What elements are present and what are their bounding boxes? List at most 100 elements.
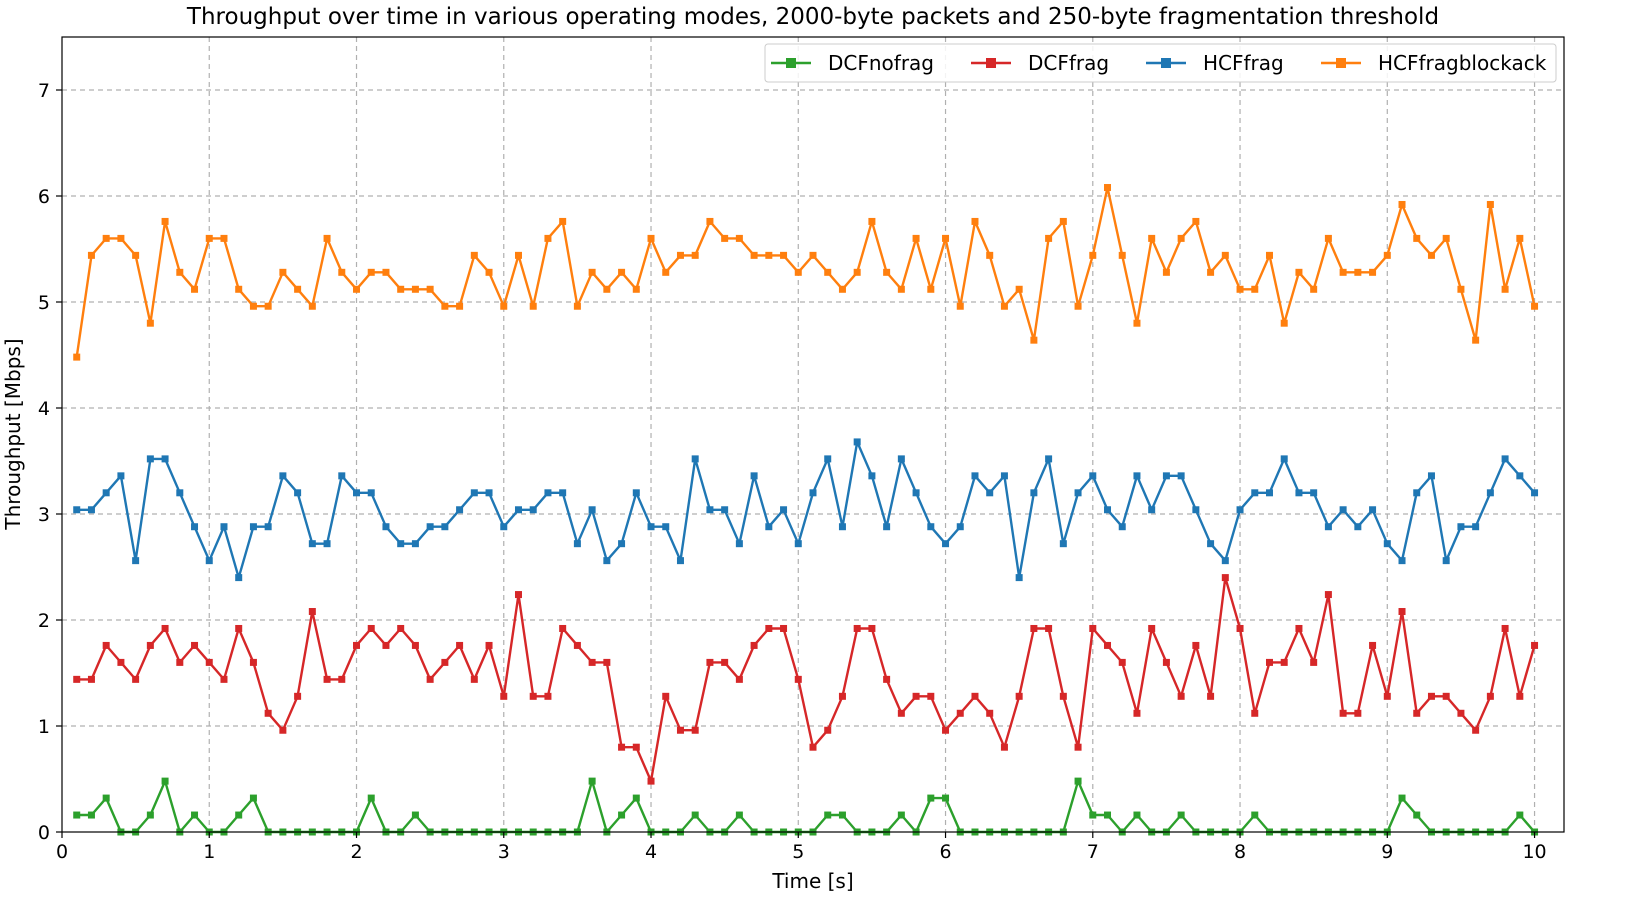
data-point xyxy=(176,268,184,276)
data-point xyxy=(132,251,140,259)
data-point xyxy=(1118,523,1126,531)
x-tick-label: 0 xyxy=(56,841,68,863)
data-point xyxy=(146,811,154,819)
data-point xyxy=(824,455,832,463)
data-point xyxy=(264,709,272,717)
data-point xyxy=(117,658,125,666)
data-point xyxy=(102,794,110,802)
data-point xyxy=(1413,811,1421,819)
data-point xyxy=(1045,455,1053,463)
data-point xyxy=(809,251,817,259)
data-point xyxy=(485,268,493,276)
data-point xyxy=(647,234,655,242)
data-point xyxy=(235,285,243,293)
data-point xyxy=(912,489,920,497)
data-point xyxy=(1442,692,1450,700)
data-point xyxy=(146,319,154,327)
data-point xyxy=(721,506,729,514)
data-point xyxy=(647,777,655,785)
data-point xyxy=(1457,285,1465,293)
data-point xyxy=(662,523,670,531)
data-point xyxy=(927,285,935,293)
data-point xyxy=(1295,624,1303,632)
data-point xyxy=(367,794,375,802)
data-point xyxy=(514,251,522,259)
data-point xyxy=(441,302,449,310)
data-point xyxy=(1339,709,1347,717)
y-tick-label: 3 xyxy=(38,504,50,526)
data-point xyxy=(102,641,110,649)
data-point xyxy=(1162,268,1170,276)
data-point xyxy=(780,506,788,514)
data-point xyxy=(1398,608,1406,616)
data-point xyxy=(235,624,243,632)
legend-entry: DCFfrag xyxy=(971,51,1109,75)
data-point xyxy=(883,523,891,531)
legend-label: DCFnofrag xyxy=(828,51,934,75)
data-point xyxy=(942,794,950,802)
data-point xyxy=(809,743,817,751)
data-point xyxy=(1295,489,1303,497)
y-tick-label: 1 xyxy=(38,716,50,738)
data-point xyxy=(1339,268,1347,276)
data-point xyxy=(750,251,758,259)
data-point xyxy=(353,285,361,293)
data-point xyxy=(780,624,788,632)
data-point xyxy=(971,217,979,225)
legend-entry: HCFfrag xyxy=(1146,51,1284,75)
data-point xyxy=(529,302,537,310)
data-point xyxy=(647,523,655,531)
data-point xyxy=(1354,709,1362,717)
data-point xyxy=(883,268,891,276)
data-point xyxy=(853,268,861,276)
data-point xyxy=(662,692,670,700)
data-point xyxy=(1104,811,1112,819)
data-point xyxy=(367,268,375,276)
data-point xyxy=(514,506,522,514)
x-tick-label: 3 xyxy=(498,841,510,863)
data-point xyxy=(1310,658,1318,666)
data-point xyxy=(868,624,876,632)
data-point xyxy=(1148,506,1156,514)
data-point xyxy=(117,472,125,480)
data-point xyxy=(662,268,670,276)
data-point xyxy=(735,811,743,819)
data-point xyxy=(1192,641,1200,649)
data-point xyxy=(205,557,213,565)
data-point xyxy=(632,285,640,293)
data-point xyxy=(1030,624,1038,632)
series-HCFfrag xyxy=(73,438,1539,582)
data-point xyxy=(426,285,434,293)
data-point xyxy=(1074,743,1082,751)
data-point xyxy=(1472,726,1480,734)
data-point xyxy=(456,506,464,514)
data-point xyxy=(514,591,522,599)
data-point xyxy=(765,624,773,632)
data-point xyxy=(1236,285,1244,293)
data-point xyxy=(735,540,743,548)
data-point xyxy=(176,658,184,666)
data-point xyxy=(1236,624,1244,632)
data-point xyxy=(1324,591,1332,599)
data-point xyxy=(986,489,994,497)
data-point xyxy=(87,675,95,683)
data-point xyxy=(249,658,257,666)
data-point xyxy=(441,658,449,666)
data-point xyxy=(73,506,81,514)
data-point xyxy=(470,675,478,683)
data-point xyxy=(838,523,846,531)
legend-entry: DCFnofrag xyxy=(771,51,934,75)
data-point xyxy=(1221,251,1229,259)
data-point xyxy=(1310,489,1318,497)
data-point xyxy=(794,675,802,683)
data-point xyxy=(868,472,876,480)
data-point xyxy=(323,234,331,242)
data-point xyxy=(1324,234,1332,242)
data-point xyxy=(220,675,228,683)
data-point xyxy=(411,811,419,819)
data-point xyxy=(73,811,81,819)
data-point xyxy=(1531,641,1539,649)
x-tick-label: 4 xyxy=(645,841,657,863)
data-point xyxy=(573,540,581,548)
data-point xyxy=(603,285,611,293)
